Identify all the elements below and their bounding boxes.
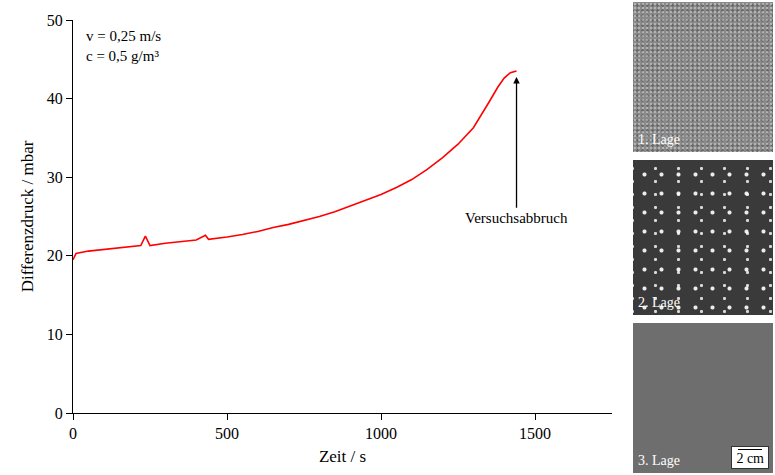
- svg-text:10: 10: [47, 326, 63, 343]
- svg-text:Zeit / s: Zeit / s: [319, 447, 366, 466]
- html-text:1. Lage: 1. Lage: [638, 132, 680, 147]
- svg-text:0: 0: [55, 405, 63, 422]
- svg-text:500: 500: [215, 425, 239, 442]
- svg-text:20: 20: [47, 247, 63, 264]
- html-text:2 cm: 2 cm: [736, 451, 764, 466]
- svg-text:Differenzdruck / mbar: Differenzdruck / mbar: [18, 140, 37, 292]
- svg-text:30: 30: [47, 169, 63, 186]
- svg-text:50: 50: [47, 12, 63, 29]
- svg-text:v = 0,25 m/s: v = 0,25 m/s: [86, 28, 161, 44]
- svg-text:c = 0,5 g/m³: c = 0,5 g/m³: [86, 48, 159, 64]
- svg-text:1000: 1000: [365, 425, 397, 442]
- svg-text:1500: 1500: [519, 425, 551, 442]
- svg-text:Versuchsabbruch: Versuchsabbruch: [465, 210, 568, 226]
- html-text:3. Lage: 3. Lage: [638, 453, 680, 468]
- html-text:2. Lage: 2. Lage: [638, 295, 680, 310]
- svg-text:40: 40: [47, 90, 63, 107]
- svg-text:0: 0: [69, 425, 77, 442]
